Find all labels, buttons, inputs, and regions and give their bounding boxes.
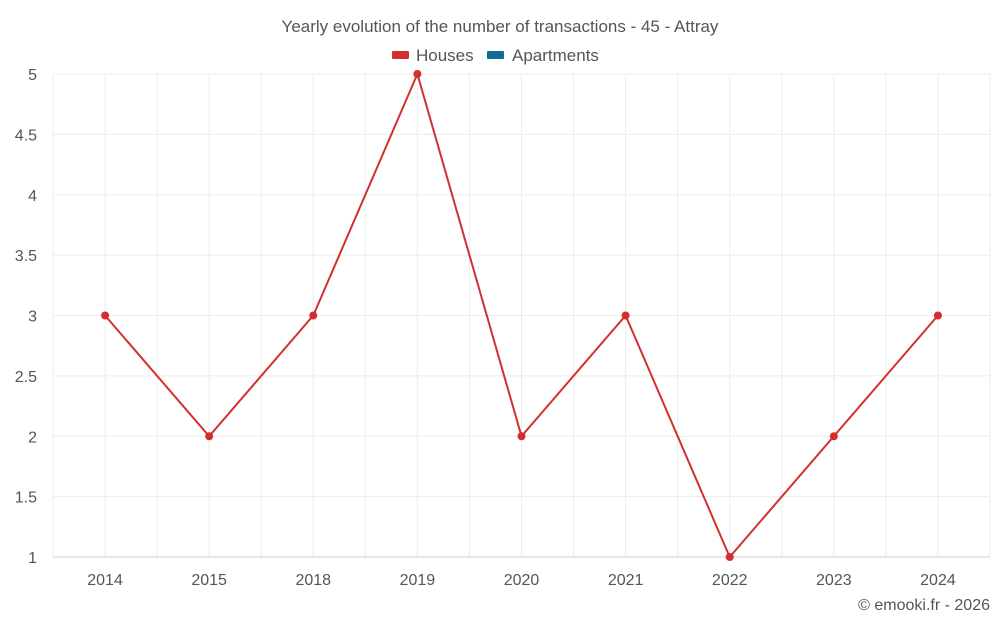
data-point-houses[interactable]: [309, 311, 318, 320]
y-tick-label: 2.5: [15, 369, 37, 386]
y-axis-ticks: 1 1.5 2 2.5 3 3.5 4 4.5 5: [15, 67, 37, 567]
data-point-houses[interactable]: [517, 432, 526, 441]
chart-title: Yearly evolution of the number of transa…: [282, 17, 719, 36]
y-tick-label: 1.5: [15, 490, 37, 507]
x-axis-ticks: 2014 2015 2018 2019 2020 2021 2022 2023 2024: [87, 572, 956, 589]
data-point-houses[interactable]: [413, 70, 422, 78]
data-point-houses[interactable]: [101, 311, 110, 320]
x-tick-label: 2021: [608, 572, 644, 589]
x-tick-label: 2018: [295, 572, 331, 589]
legend: Houses Apartments: [392, 46, 599, 65]
legend-label-apartments: Apartments: [512, 46, 599, 65]
y-tick-label: 4.5: [15, 127, 37, 144]
y-tick-label: 5: [28, 67, 37, 84]
legend-swatch-houses: [392, 51, 409, 59]
y-tick-label: 3.5: [15, 248, 37, 265]
x-tick-label: 2019: [400, 572, 436, 589]
grid: [52, 73, 991, 557]
y-tick-label: 1: [28, 550, 37, 567]
data-point-houses[interactable]: [621, 311, 630, 320]
data-point-houses[interactable]: [725, 553, 734, 561]
y-tick-label: 3: [28, 309, 37, 326]
data-point-houses[interactable]: [829, 432, 838, 441]
x-tick-label: 2023: [816, 572, 852, 589]
y-tick-label: 4: [28, 188, 37, 205]
x-tick-label: 2024: [920, 572, 956, 589]
data-point-houses[interactable]: [205, 432, 214, 441]
series-houses: [101, 70, 942, 561]
legend-swatch-apartments: [487, 51, 504, 59]
legend-item-apartments[interactable]: Apartments: [487, 46, 599, 65]
legend-label-houses: Houses: [416, 46, 474, 65]
credit-text: © emooki.fr - 2026: [858, 597, 990, 614]
data-point-houses[interactable]: [933, 311, 942, 320]
legend-item-houses[interactable]: Houses: [392, 46, 474, 65]
x-tick-label: 2015: [191, 572, 227, 589]
y-tick-label: 2: [28, 429, 37, 446]
x-tick-label: 2020: [504, 572, 540, 589]
x-tick-label: 2022: [712, 572, 748, 589]
x-tick-label: 2014: [87, 572, 123, 589]
